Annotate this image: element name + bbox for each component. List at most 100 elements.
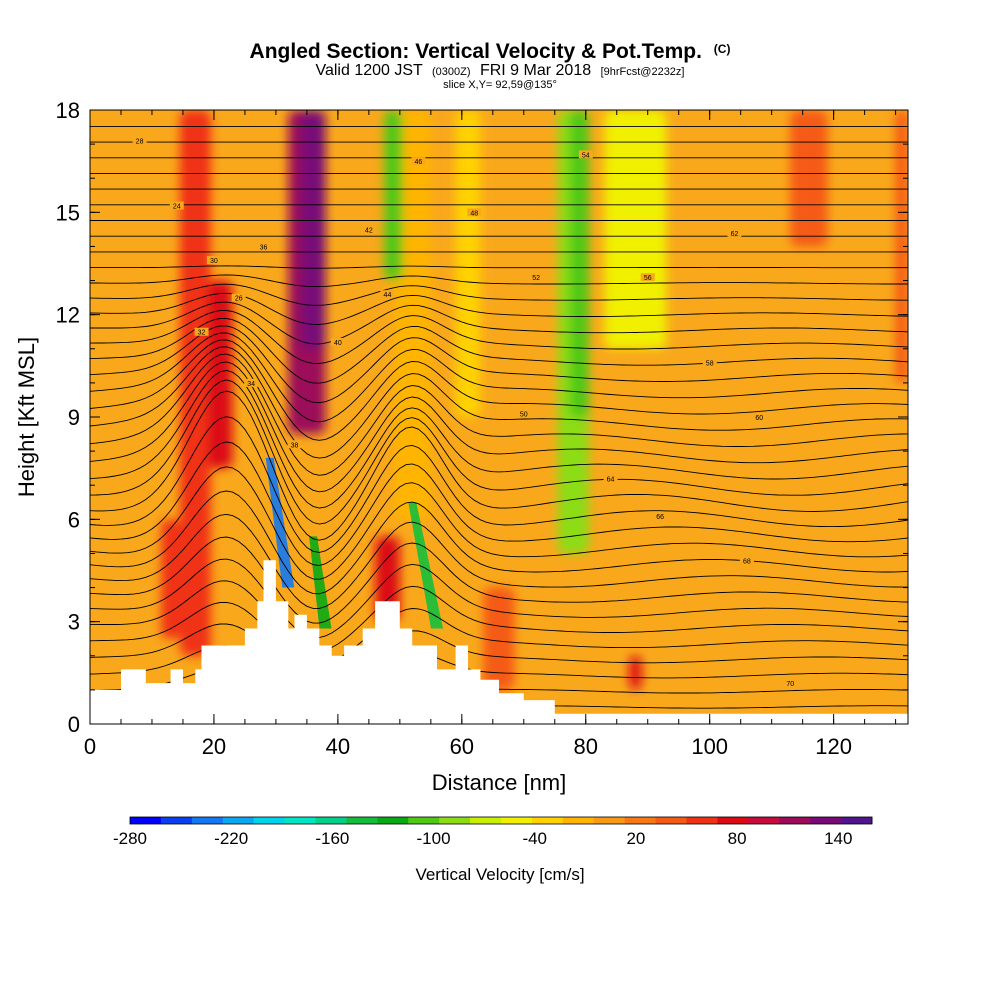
isentrope-line (90, 580, 908, 652)
subtitle-date: FRI 9 Mar 2018 (480, 62, 591, 79)
velocity-band (207, 280, 233, 469)
isentrope-label: 50 (516, 409, 531, 419)
isentrope-line (90, 361, 908, 493)
isentrope-label: 42 (361, 225, 376, 234)
isentrope-label: 32 (194, 327, 209, 337)
colorbar-swatch (810, 817, 842, 824)
downdraft-streak (309, 536, 332, 629)
svg-text:28: 28 (136, 139, 144, 146)
svg-text:54: 54 (582, 152, 590, 159)
isentrope-label: 62 (727, 228, 742, 238)
plot-area: 28 24 30 26 32 36 34 38 40 42 44 46 48 50 52 54 56 58 60 62… (90, 110, 908, 724)
isentrope-line (90, 283, 908, 306)
isentrope-label: 56 (640, 273, 655, 282)
isentrope-line (90, 601, 908, 666)
y-tick-label: 12 (56, 303, 80, 328)
svg-text:44: 44 (384, 292, 392, 299)
isentrope-label: 68 (739, 556, 754, 565)
isentrope-line (90, 370, 908, 509)
y-axis-label: Height [Kft MSL] (14, 337, 39, 497)
colorbar-swatch (284, 817, 316, 824)
x-tick-label: 60 (450, 734, 474, 759)
isentrope-line (90, 310, 908, 364)
svg-text:66: 66 (656, 514, 664, 521)
velocity-band (483, 587, 515, 690)
isentrope-label: 58 (702, 358, 717, 367)
colorbar-tick-label: -220 (214, 829, 248, 848)
velocity-band (384, 110, 403, 281)
colorbar-swatch (191, 817, 224, 824)
svg-text:38: 38 (291, 442, 299, 449)
subtitle-forecast: [9hrFcst@2232z] (601, 66, 685, 78)
colorbar-swatch (346, 817, 378, 824)
colorbar-swatch (686, 817, 718, 824)
colorbar-tick-label: 20 (626, 829, 645, 848)
colorbar-tick-label: 80 (728, 829, 747, 848)
isentrope-label: 66 (653, 511, 668, 521)
colorbar-tick-label: 140 (824, 829, 852, 848)
chart-title: Angled Section: Vertical Velocity & Pot.… (250, 40, 731, 63)
svg-text:26: 26 (235, 296, 243, 303)
x-tick-label: 0 (84, 734, 96, 759)
svg-text:60: 60 (755, 415, 763, 422)
velocity-band (604, 110, 667, 349)
velocity-band (300, 110, 326, 349)
isentrope-line (90, 513, 908, 609)
y-tick-label: 6 (68, 507, 80, 532)
isentrope-label: 70 (783, 679, 798, 688)
svg-text:42: 42 (365, 227, 373, 234)
isentrope-label: 46 (411, 157, 426, 166)
colorbar-swatch (470, 817, 502, 824)
isentrope-label: 54 (578, 150, 593, 159)
velocity-band (455, 110, 481, 417)
colorbar-tick-label: -100 (417, 829, 451, 848)
isentrope-label: 36 (256, 242, 271, 251)
colorbar-swatch (624, 817, 657, 824)
isentrope-line (90, 274, 908, 288)
svg-text:58: 58 (706, 360, 714, 367)
isentrope-label: 26 (231, 293, 246, 303)
isentrope-label: 60 (752, 413, 767, 422)
isentrope-line (90, 466, 908, 580)
svg-text:30: 30 (210, 258, 218, 265)
isentrope-label: 24 (169, 201, 184, 211)
colorbar-swatch (562, 817, 595, 824)
chart-subtitle: Valid 1200 JST (0300Z) FRI 9 Mar 2018 [9… (315, 62, 684, 79)
svg-text:64: 64 (607, 476, 615, 483)
svg-text:56: 56 (644, 275, 652, 282)
downdraft-streak (265, 457, 295, 588)
isentrope-line (90, 292, 908, 325)
chart-title-unit: (C) (714, 42, 731, 56)
colorbar-swatch (315, 817, 347, 824)
colorbar-swatch (779, 817, 811, 824)
downdraft-streak (408, 502, 444, 629)
velocity-band (629, 655, 642, 690)
colorbar-swatch (501, 817, 533, 824)
colorbar-swatch (439, 817, 471, 824)
colorbar-swatch (408, 817, 440, 824)
colorbar-swatch (748, 817, 780, 824)
y-tick-label: 0 (68, 712, 80, 737)
svg-text:40: 40 (334, 340, 342, 347)
isentrope-line (90, 325, 908, 404)
isentrope-line (90, 390, 908, 541)
y-tick-label: 3 (68, 610, 80, 635)
isentrope-label: 44 (380, 290, 395, 299)
x-tick-label: 120 (815, 734, 852, 759)
svg-text:52: 52 (532, 275, 540, 282)
colorbar-swatch (377, 817, 409, 824)
isentrope-line (90, 318, 908, 384)
isentrope-line (90, 332, 908, 423)
slice-label: slice X,Y= 92,59@135° (443, 79, 557, 91)
colorbar-swatch (130, 817, 162, 824)
y-tick-label: 9 (68, 405, 80, 430)
svg-text:24: 24 (173, 204, 181, 211)
isentrope-line (90, 265, 908, 269)
colorbar-swatch (222, 817, 255, 824)
x-tick-label: 20 (202, 734, 226, 759)
isentrope-line (90, 558, 908, 638)
colorbar-tick-label: -280 (113, 829, 147, 848)
colorbar-swatch (160, 817, 193, 824)
velocity-band (570, 110, 589, 417)
